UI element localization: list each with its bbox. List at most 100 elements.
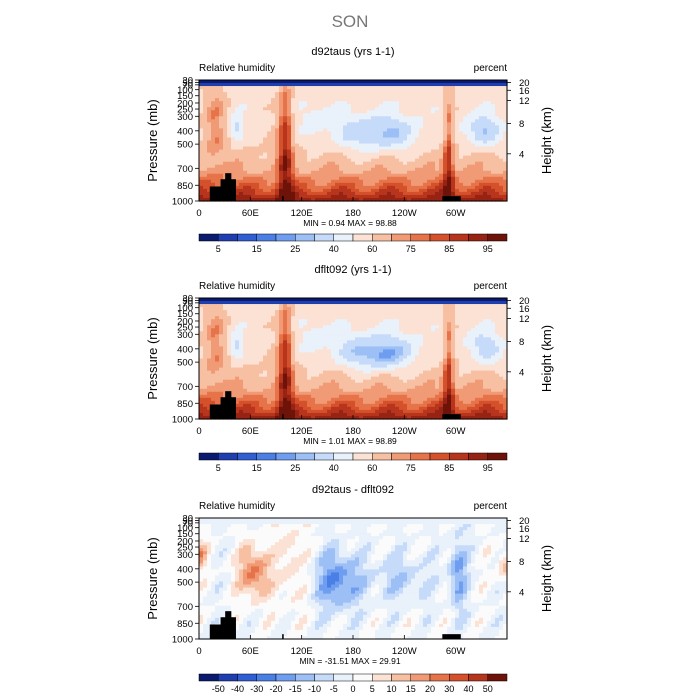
heatmap-cell — [427, 325, 432, 329]
heatmap-cell — [315, 113, 320, 117]
heatmap-cell — [279, 164, 284, 169]
heatmap-cell — [363, 149, 368, 154]
heatmap-cell — [415, 92, 420, 96]
heatmap-cell — [491, 122, 496, 126]
heatmap-cell — [419, 173, 424, 178]
heatmap-cell — [455, 182, 460, 187]
heatmap-cell — [467, 316, 472, 320]
heatmap-cell — [343, 301, 348, 305]
heatmap-cell — [487, 197, 492, 202]
heatmap-cell — [315, 316, 320, 320]
heatmap-cell — [243, 346, 248, 351]
heatmap-cell — [223, 331, 228, 335]
heatmap-cell — [279, 137, 284, 142]
heatmap-cell — [491, 98, 496, 102]
heatmap-cell — [355, 95, 360, 99]
heatmap-cell — [271, 161, 276, 166]
heatmap-cell — [355, 89, 360, 93]
heatmap-cell — [279, 179, 284, 184]
heatmap-cell — [231, 146, 236, 151]
heatmap-cell — [251, 182, 256, 187]
heatmap-cell — [247, 346, 252, 351]
heatmap-cell — [383, 301, 388, 305]
heatmap-cell — [391, 95, 396, 99]
heatmap-cell — [403, 310, 408, 314]
heatmap-cell — [495, 182, 500, 187]
heatmap-cell — [275, 137, 280, 142]
heatmap-cell — [259, 140, 264, 145]
heatmap-cell — [295, 131, 300, 136]
heatmap-cell — [251, 137, 256, 142]
heatmap-cell — [379, 346, 384, 351]
heatmap-cell — [411, 188, 416, 193]
heatmap-cell — [399, 98, 404, 102]
heatmap-cell — [243, 364, 248, 369]
heatmap-cell — [467, 194, 472, 199]
heatmap-cell — [475, 179, 480, 184]
heatmap-cell — [407, 92, 412, 96]
heatmap-cell — [295, 164, 300, 169]
heatmap-cell — [427, 298, 432, 302]
heatmap-cell — [283, 307, 288, 311]
heatmap-cell — [227, 334, 232, 338]
heatmap-cell — [279, 191, 284, 196]
heatmap-cell — [215, 301, 220, 305]
heatmap-cell — [331, 98, 336, 102]
heatmap-cell — [435, 158, 440, 163]
heatmap-cell — [403, 92, 408, 96]
heatmap-cell — [487, 131, 492, 136]
heatmap-cell — [403, 98, 408, 102]
heatmap-cell — [267, 182, 272, 187]
heatmap-cell — [439, 149, 444, 154]
heatmap-cell — [343, 331, 348, 335]
heatmap-cell — [459, 358, 464, 363]
heatmap-cell — [267, 89, 272, 93]
heatmap-cell — [455, 176, 460, 181]
heatmap-cell — [467, 98, 472, 102]
heatmap-cell — [203, 340, 208, 344]
heatmap-cell — [387, 304, 392, 308]
heatmap-cell — [263, 92, 268, 96]
heatmap-cell — [431, 170, 436, 175]
heatmap-cell — [359, 125, 364, 130]
heatmap-cell — [223, 116, 228, 120]
heatmap-cell — [319, 194, 324, 199]
heatmap-cell — [355, 152, 360, 157]
heatmap-cell — [415, 334, 420, 338]
heatmap-cell — [471, 358, 476, 363]
heatmap-cell — [287, 113, 292, 117]
heatmap-cell — [239, 161, 244, 166]
heatmap-cell — [443, 113, 448, 117]
heatmap-cell — [395, 358, 400, 363]
heatmap-cell — [419, 185, 424, 190]
heatmap-cell — [351, 349, 356, 354]
heatmap-cell — [447, 340, 452, 344]
heatmap-cell — [459, 319, 464, 323]
heatmap-cell — [323, 325, 328, 329]
heatmap-cell — [387, 158, 392, 163]
heatmap-cell — [387, 149, 392, 154]
heatmap-cell — [243, 349, 248, 354]
heatmap-cell — [375, 137, 380, 142]
heatmap-cell — [487, 122, 492, 126]
heatmap-cell — [471, 176, 476, 181]
heatmap-cell — [475, 95, 480, 99]
heatmap-cell — [443, 346, 448, 351]
heatmap-cell — [503, 298, 508, 302]
heatmap-cell — [279, 304, 284, 308]
heatmap-cell — [495, 140, 500, 145]
heatmap-cell — [219, 304, 224, 308]
heatmap-cell — [199, 140, 204, 145]
heatmap-cell — [395, 361, 400, 366]
heatmap-cell — [451, 83, 456, 87]
heatmap-cell — [243, 325, 248, 329]
heatmap-cell — [355, 122, 360, 126]
heatmap-cell — [475, 152, 480, 157]
heatmap-cell — [415, 182, 420, 187]
heatmap-cell — [295, 298, 300, 302]
heatmap-cell — [435, 131, 440, 136]
heatmap-cell — [467, 364, 472, 369]
heatmap-cell — [247, 182, 252, 187]
heatmap-cell — [299, 161, 304, 166]
heatmap-cell — [303, 352, 308, 357]
